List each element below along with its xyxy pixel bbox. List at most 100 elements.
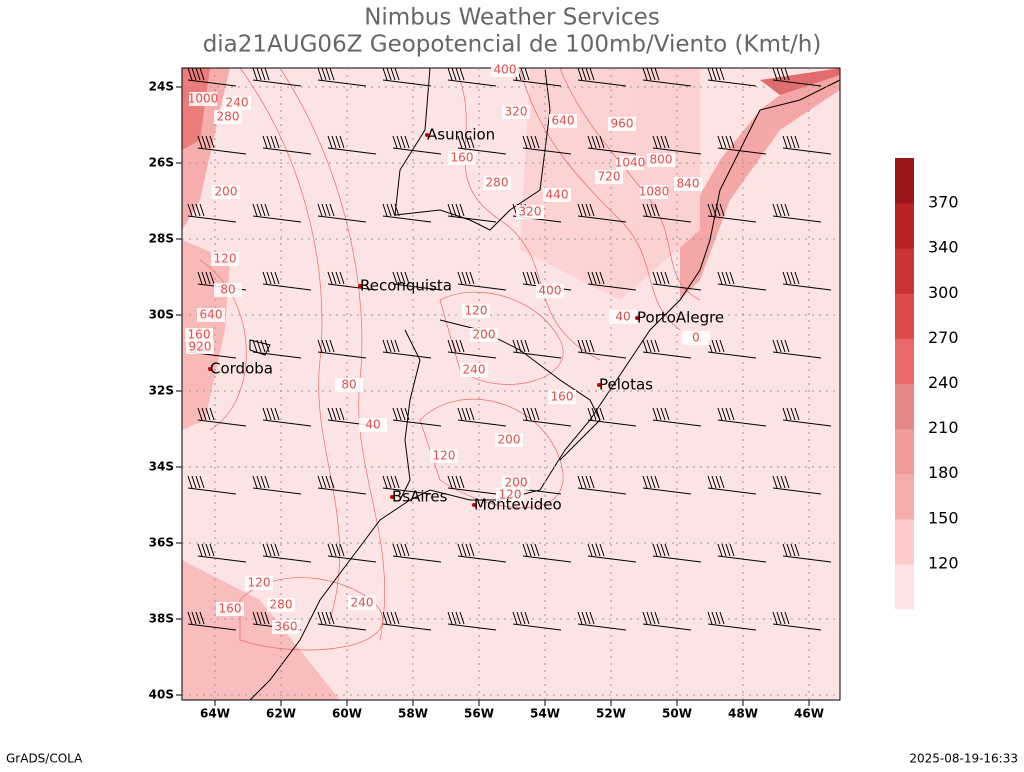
contour-label-bg	[595, 170, 623, 184]
contour-label: 160	[219, 602, 242, 616]
wind-barb	[717, 271, 767, 291]
lon-label: 54W	[530, 707, 560, 721]
wind-barb	[522, 543, 572, 563]
wind-barb	[652, 271, 702, 291]
lon-label: 46W	[794, 707, 824, 721]
barb-stroke	[707, 203, 757, 223]
wind-barb	[652, 135, 702, 155]
wind-barb	[772, 475, 822, 495]
barb-stroke	[512, 611, 562, 631]
contour-label-bg	[223, 96, 251, 110]
barb-stroke	[262, 407, 312, 427]
wind-barb	[262, 271, 312, 291]
wind-barb	[382, 203, 432, 223]
city-label: Pelotas	[599, 376, 653, 394]
barb-stroke	[652, 407, 702, 427]
footer-left: GrADS/COLA	[6, 752, 83, 766]
wind-barb	[577, 339, 627, 359]
colorbar-box	[895, 383, 914, 430]
colorbar-label: 270	[928, 328, 959, 347]
wind-barb	[197, 135, 247, 155]
contour-label-bg	[496, 488, 524, 502]
contour-label: 0	[692, 331, 700, 345]
colorbar-box	[895, 203, 914, 249]
wind-barb	[327, 271, 377, 291]
wind-barb	[717, 543, 767, 563]
barb-stroke	[317, 475, 367, 495]
barb-stroke	[382, 475, 432, 495]
barb-stroke	[187, 203, 237, 223]
city-dot	[425, 133, 429, 137]
contour-label: 80	[341, 378, 356, 392]
wind-barb	[327, 543, 377, 563]
city-dot	[635, 316, 639, 320]
contour-label-bg	[214, 110, 242, 124]
barb-stroke	[522, 543, 572, 563]
wind-barb	[782, 543, 832, 563]
colorbar-box	[895, 338, 914, 384]
colorbar-box	[895, 428, 914, 475]
barb-stroke	[512, 339, 562, 359]
barb-stroke	[587, 271, 637, 291]
barb-stroke	[642, 611, 692, 631]
barb-stroke	[772, 203, 822, 223]
contour-label: 360	[275, 620, 298, 634]
barb-stroke	[707, 475, 757, 495]
wind-barb	[457, 271, 507, 291]
barb-stroke	[522, 407, 572, 427]
barb-stroke	[317, 611, 367, 631]
lon-label: 52W	[596, 707, 626, 721]
barb-stroke	[392, 543, 442, 563]
barb-stroke	[187, 611, 237, 631]
wind-barb	[252, 475, 302, 495]
contour-label-bg	[214, 283, 242, 297]
barb-stroke	[252, 67, 302, 87]
barb-stroke	[587, 407, 637, 427]
wind-barb	[382, 611, 432, 631]
barb-stroke	[392, 271, 442, 291]
footer-right: 2025-08-19-16:33	[909, 752, 1018, 766]
barb-stroke	[587, 135, 637, 155]
colorbar-box	[895, 158, 914, 204]
contour-label: 200	[215, 185, 238, 199]
contour-label-bg	[189, 92, 217, 106]
contour-label-bg	[495, 433, 523, 447]
barb-stroke	[382, 203, 432, 223]
contour-label-bg	[616, 156, 644, 170]
wind-barb	[652, 543, 702, 563]
lat-label: 28S	[149, 232, 174, 246]
contour-label: 280	[217, 110, 240, 124]
wind-barb	[772, 203, 822, 223]
contour-label-bg	[197, 308, 225, 322]
contour-label: 200	[498, 433, 521, 447]
city-dot	[472, 503, 476, 507]
contour-label: 200	[505, 476, 528, 490]
barb-stroke	[717, 271, 767, 291]
city-label: Reconquista	[360, 277, 452, 295]
barb-stroke	[252, 475, 302, 495]
wind-barb	[317, 67, 367, 87]
barb-stroke	[782, 543, 832, 563]
contour-label-bg	[609, 310, 637, 324]
colorbar-box	[895, 248, 914, 294]
wind-barb	[252, 67, 302, 87]
wind-barb	[197, 407, 247, 427]
wind-barb	[717, 407, 767, 427]
barb-stroke	[642, 203, 692, 223]
contour-label: 40	[615, 310, 630, 324]
contour-label-bg	[470, 328, 498, 342]
contour-label-bg	[483, 176, 511, 190]
wind-barb	[262, 135, 312, 155]
barb-stroke	[197, 407, 247, 427]
wind-barb	[187, 203, 237, 223]
barb-stroke	[327, 407, 377, 427]
contour-label-bg	[536, 284, 564, 298]
wind-barb	[772, 67, 822, 87]
contour-label: 280	[270, 598, 293, 612]
contour-label-bg	[185, 328, 213, 342]
contour-label: 240	[226, 96, 249, 110]
wind-barb	[252, 339, 302, 359]
contour-label: 1080	[639, 185, 670, 199]
contour-label: 920	[189, 340, 212, 354]
